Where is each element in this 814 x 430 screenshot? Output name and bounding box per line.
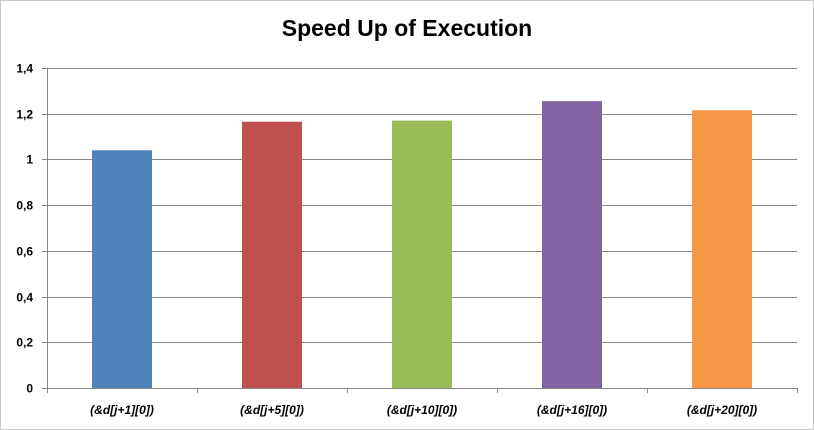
axes bbox=[42, 68, 798, 393]
y-tick-label: 0,2 bbox=[16, 336, 33, 350]
bar bbox=[92, 150, 152, 388]
y-tick-label: 1,4 bbox=[16, 62, 33, 76]
x-tick-label: (&d[j+16][0]) bbox=[537, 403, 607, 417]
x-tick-label: (&d[j+1][0]) bbox=[90, 403, 154, 417]
y-tick-label: 0,8 bbox=[16, 199, 33, 213]
bars bbox=[92, 101, 752, 389]
x-tick-label: (&d[j+20][0]) bbox=[687, 403, 757, 417]
x-tick-labels: (&d[j+1][0]) (&d[j+5][0]) (&d[j+10][0]) (&d… bbox=[90, 403, 757, 417]
bar bbox=[542, 101, 602, 389]
bar bbox=[392, 120, 452, 389]
bar bbox=[692, 110, 752, 389]
y-tick-label: 0 bbox=[26, 382, 33, 396]
bar bbox=[242, 121, 302, 388]
y-tick-label: 1,2 bbox=[16, 108, 33, 122]
y-tick-label: 0,6 bbox=[16, 245, 33, 259]
x-tick-label: (&d[j+5][0]) bbox=[240, 403, 304, 417]
chart-title: Speed Up of Execution bbox=[281, 15, 533, 41]
x-tick-label: (&d[j+10][0]) bbox=[387, 403, 457, 417]
y-tick-labels: 0 0,2 0,4 0,6 0,8 1 1,2 1,4 bbox=[16, 62, 33, 396]
y-tick-label: 1 bbox=[26, 153, 33, 167]
y-tick-label: 0,4 bbox=[16, 291, 33, 305]
